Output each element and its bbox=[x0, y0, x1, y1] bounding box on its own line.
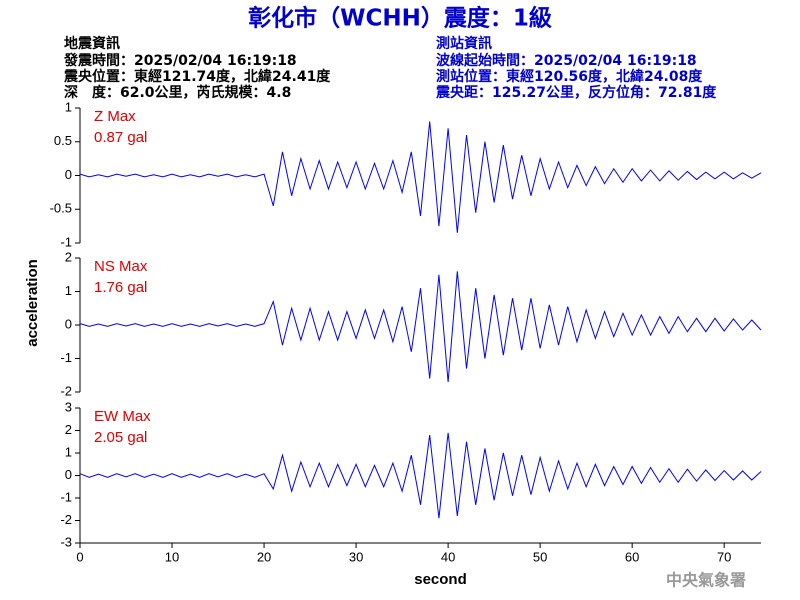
y-tick-label: -1 bbox=[60, 350, 72, 365]
max-annotation: NS Max bbox=[94, 258, 148, 275]
y-tick-label: 2 bbox=[65, 422, 72, 437]
x-tick-label: 50 bbox=[533, 549, 547, 564]
max-annotation: EW Max bbox=[94, 408, 151, 425]
y-tick-label: -0.5 bbox=[50, 201, 72, 216]
max-annotation: 0.87 gal bbox=[94, 129, 147, 146]
info-line: 深 度：62.0公里，芮氏規模：4.8 bbox=[64, 84, 291, 101]
x-tick-label: 10 bbox=[165, 549, 179, 564]
footer: 中央氣象署 bbox=[666, 571, 746, 590]
y-tick-label: 3 bbox=[65, 399, 72, 414]
max-annotation: 1.76 gal bbox=[94, 279, 147, 296]
y-tick-label: 1 bbox=[65, 283, 72, 298]
y-tick-label: 1 bbox=[65, 444, 72, 459]
y-tick-label: 0 bbox=[65, 167, 72, 182]
y-tick-label: 0.5 bbox=[54, 133, 72, 148]
info-line: 震央距：125.27公里，反方位角：72.81度 bbox=[435, 84, 717, 101]
info-line: 地震資訊 bbox=[64, 35, 120, 52]
info-line: 發震時間：2025/02/04 16:19:18 bbox=[63, 52, 297, 69]
y-tick-label: 0 bbox=[65, 467, 72, 482]
y-tick-label: -2 bbox=[60, 383, 72, 398]
title: 彰化市（WCHH）震度：1級 bbox=[248, 5, 552, 32]
y-tick-label: 0 bbox=[65, 316, 72, 331]
x-tick-label: 0 bbox=[76, 549, 83, 564]
x-tick-label: 70 bbox=[717, 549, 731, 564]
waveform bbox=[79, 432, 762, 519]
y-tick-label: -3 bbox=[60, 534, 72, 549]
info-line: 測站資訊 bbox=[436, 35, 492, 52]
max-annotation: 2.05 gal bbox=[94, 429, 147, 446]
x-tick-label: 60 bbox=[625, 549, 639, 564]
y-tick-label: 1 bbox=[65, 99, 72, 114]
info-line: 測站位置：東經120.56度，北緯24.08度 bbox=[436, 68, 703, 85]
y-tick-label: -2 bbox=[60, 512, 72, 527]
y-axis-label: acceleration bbox=[24, 259, 41, 347]
info-line: 波線起始時間：2025/02/04 16:19:18 bbox=[436, 52, 697, 69]
y-tick-label: 2 bbox=[65, 249, 72, 264]
waveform bbox=[79, 121, 762, 233]
y-tick-label: -1 bbox=[60, 489, 72, 504]
waveform bbox=[79, 271, 762, 382]
x-axis-label: second bbox=[414, 571, 467, 588]
x-tick-label: 20 bbox=[257, 549, 271, 564]
info-line: 震央位置：東經121.74度，北緯24.41度 bbox=[63, 68, 331, 85]
x-tick-label: 40 bbox=[441, 549, 455, 564]
y-tick-label: -1 bbox=[60, 234, 72, 249]
max-annotation: Z Max bbox=[94, 108, 136, 125]
x-tick-label: 30 bbox=[349, 549, 363, 564]
